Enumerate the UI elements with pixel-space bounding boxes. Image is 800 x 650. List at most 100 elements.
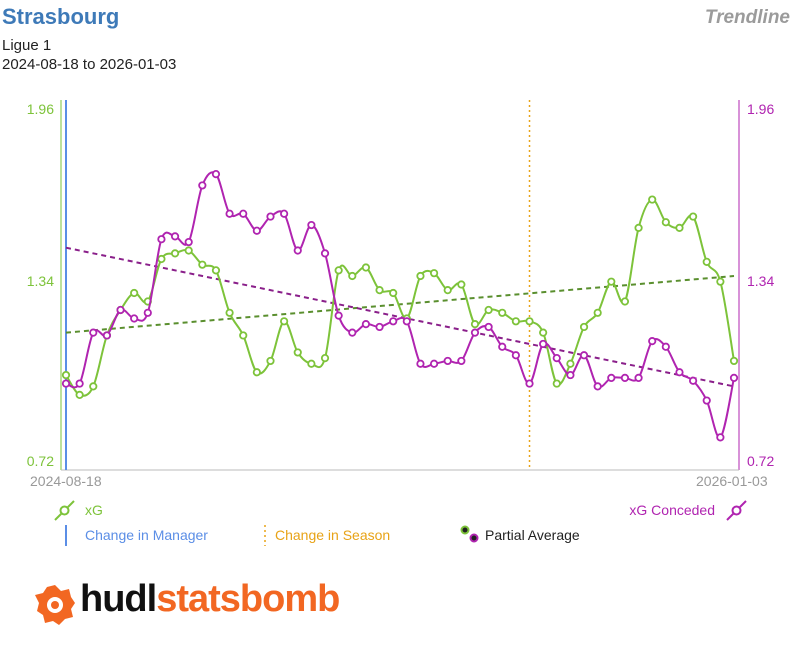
league-label: Ligue 1 [2, 37, 52, 54]
xg-conceded-point [552, 353, 561, 363]
xg-point [225, 308, 234, 317]
xg-conceded-trend-line [65, 246, 735, 388]
xg-point [579, 322, 589, 332]
xg-conceded-point [89, 328, 98, 337]
xg-conceded-point [443, 356, 452, 366]
xg-point [729, 356, 739, 366]
y-tick-right-bottom: 0.72 [747, 453, 774, 469]
xg-conceded-point [225, 209, 234, 218]
xg-conceded-point [525, 379, 534, 388]
xg-point [470, 320, 480, 329]
y-tick-right-mid: 1.34 [747, 273, 774, 289]
xg-point [170, 249, 180, 258]
xg-conceded-point [130, 314, 139, 323]
xg-point [566, 359, 575, 368]
xg-point [689, 212, 698, 221]
xg-point [320, 353, 330, 363]
xg-conceded-point [429, 359, 439, 368]
xg-conceded-point [266, 212, 275, 221]
xg-point [607, 277, 616, 286]
xg-series [61, 195, 739, 399]
xg-conceded-point [116, 305, 125, 315]
xg-point [239, 331, 248, 340]
xg-point [443, 286, 452, 295]
xg-point [648, 195, 657, 204]
xg-conceded-point [375, 322, 384, 332]
xg-legend-label: xG [85, 502, 103, 518]
xg-conceded-point [716, 433, 725, 442]
xg-point [157, 254, 166, 264]
xg-conceded-point [198, 181, 207, 190]
xg-conceded-point [566, 370, 575, 380]
xg-point [498, 308, 507, 317]
hudl-logo-icon [35, 585, 75, 625]
xg-conceded-point [457, 356, 466, 366]
xg-conceded-point [484, 322, 493, 332]
xg-point [130, 288, 139, 298]
xg-conceded-point [511, 351, 520, 360]
xg-conceded-point [620, 373, 630, 383]
xg-conceded-point [689, 376, 698, 385]
y-tick-left-mid: 1.34 [27, 273, 54, 289]
xg-point [361, 263, 371, 272]
trendline-badge: Trendline [704, 7, 790, 28]
xg-point [89, 382, 98, 391]
xg-conceded-point [102, 331, 111, 340]
xg-point [511, 317, 520, 326]
xg-conceded-point [470, 328, 480, 337]
xg-point [661, 218, 670, 227]
xg-point [675, 223, 684, 232]
season-legend-label: Change in Season [275, 527, 390, 543]
xg-conceded-point [307, 220, 316, 230]
xg-point [416, 271, 425, 281]
xg-point [716, 277, 725, 286]
xg-conceded-point [389, 317, 398, 326]
xg-conceded-point [211, 170, 221, 179]
xg-conceded-point [729, 373, 739, 383]
xg-conceded-point [416, 359, 425, 368]
brand-statsbomb: statsbomb [156, 578, 340, 620]
xg-conceded-point [675, 368, 684, 377]
xg-conceded-point [634, 373, 643, 383]
xg-point [702, 257, 711, 266]
xg-point [184, 246, 193, 255]
xg-conceded-legend-icon [726, 500, 747, 521]
xg-conceded-point [579, 351, 589, 360]
xg-point [307, 359, 316, 368]
xg-conceded-point [170, 232, 180, 241]
xg-point [348, 271, 357, 281]
xg-conceded-point [539, 339, 548, 349]
xg-point [634, 223, 643, 232]
xg-conceded-point [648, 337, 657, 346]
xg-point [252, 368, 261, 377]
partial-average-legend-label: Partial Average [485, 527, 580, 543]
xg-point [334, 266, 343, 275]
xg-conceded-legend-label: xG Conceded [629, 502, 715, 518]
x-tick-start: 2024-08-18 [30, 473, 102, 489]
xg-conceded-point [334, 311, 343, 320]
xg-conceded-point [75, 379, 84, 388]
xg-conceded-point [661, 342, 670, 351]
xg-point [593, 308, 602, 317]
y-tick-left-bottom: 0.72 [27, 453, 54, 469]
xg-point [429, 269, 439, 278]
xg-point [266, 356, 275, 366]
xg-point [198, 260, 207, 269]
xg-conceded-point [293, 246, 302, 255]
y-tick-left-top: 1.96 [27, 101, 54, 117]
xg-point [75, 390, 84, 399]
xg-point [389, 288, 398, 298]
y-tick-right-top: 1.96 [747, 101, 774, 117]
xg-point [375, 286, 384, 295]
xg-conceded-point [280, 209, 289, 218]
xg-point [280, 317, 289, 326]
xg-point [457, 280, 466, 289]
xg-conceded-point [61, 379, 71, 388]
xg-trend-line [65, 275, 735, 334]
xg-point [539, 328, 548, 337]
xg-conceded-point [348, 328, 357, 337]
xg-conceded-point [157, 235, 166, 244]
xg-legend-icon [54, 500, 75, 521]
date-range: 2024-08-18 to 2026-01-03 [2, 56, 177, 73]
